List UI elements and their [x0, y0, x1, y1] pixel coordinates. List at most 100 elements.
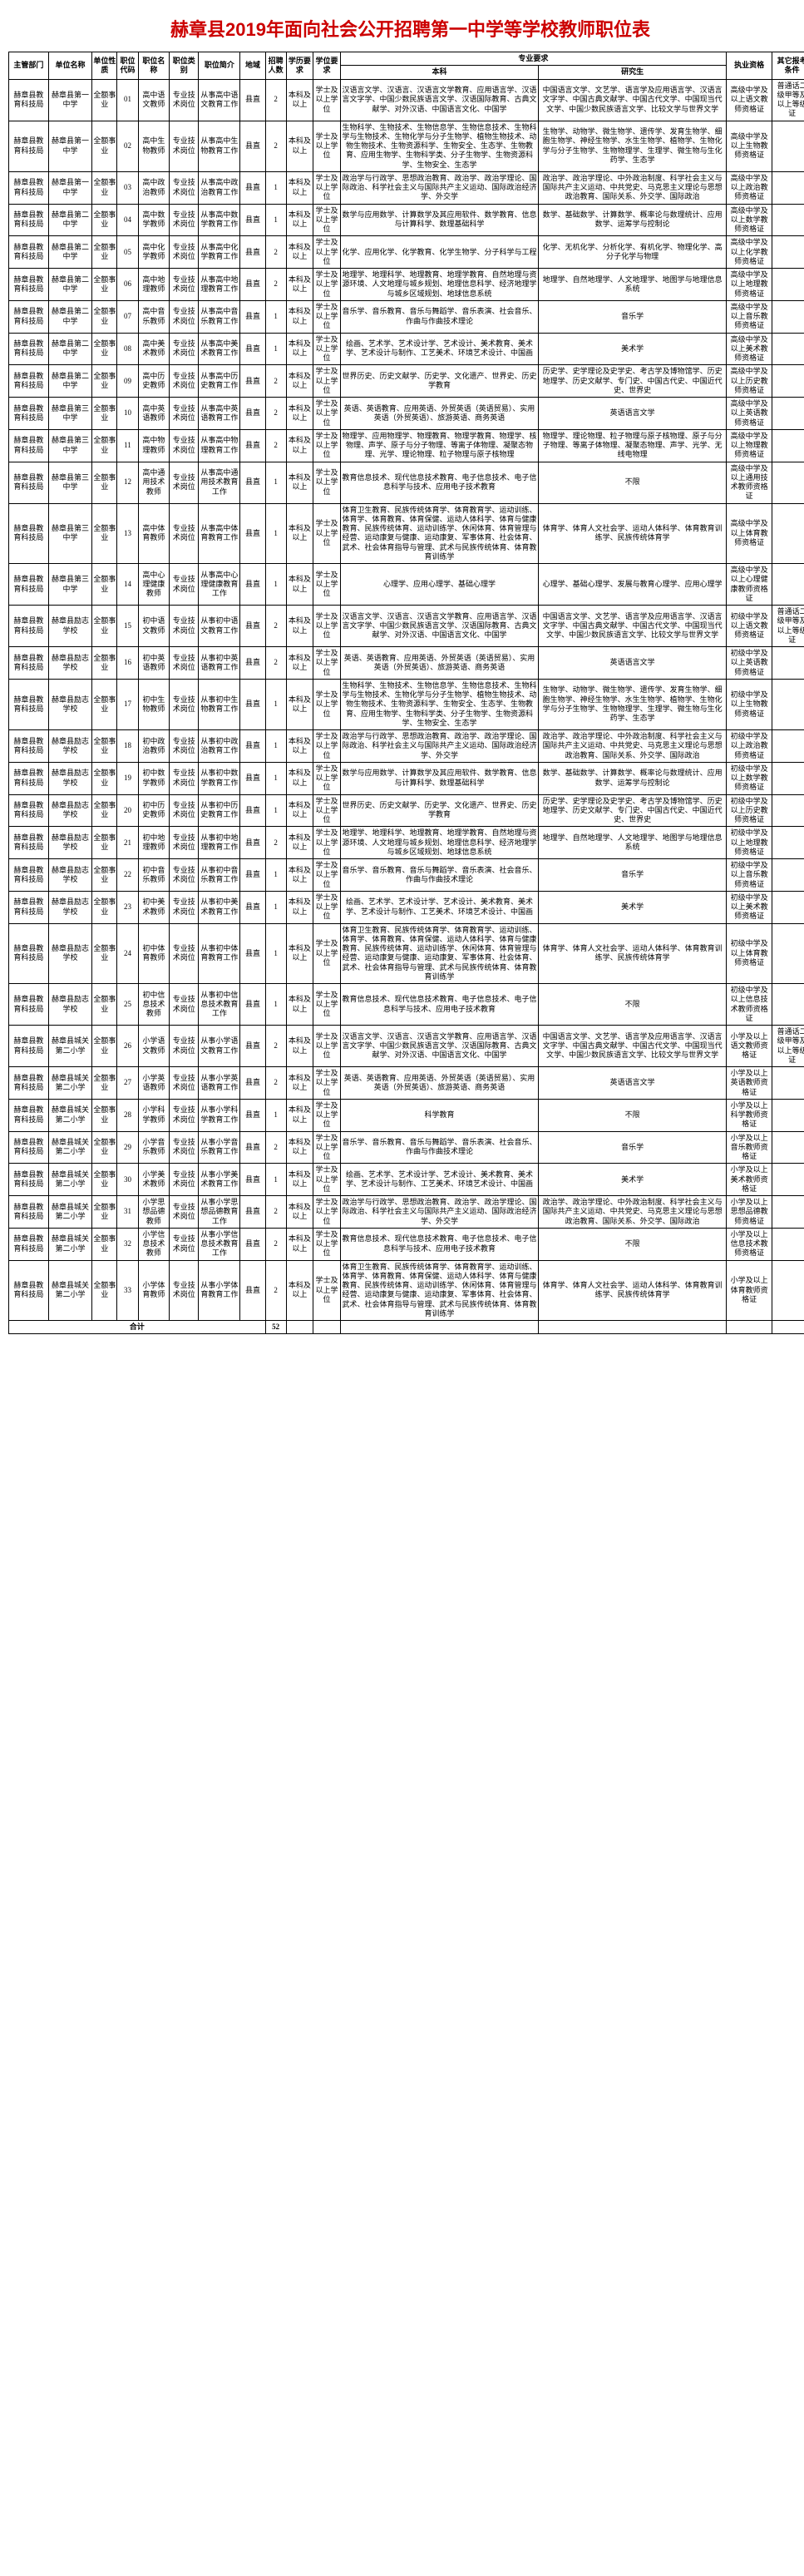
cell-unit: 赫章县励志学校	[48, 730, 92, 763]
table-row: 赫章县教育科技局赫章县城关第二小学全额事业27小学英语教师专业技术岗位从事小学英…	[9, 1067, 804, 1100]
cell-other	[772, 564, 804, 606]
cell-cert: 小学及以上信息技术教师资格证	[727, 1228, 772, 1260]
cell-num: 2	[265, 269, 286, 301]
cell-unit: 赫章县第三中学	[48, 429, 92, 462]
cell-deg: 学士及以上学位	[313, 236, 341, 269]
cell-unit: 赫章县第二中学	[48, 236, 92, 269]
cell-intro: 从事小学体育教育工作	[199, 1260, 240, 1321]
cell-yj: 英语语言文学	[539, 398, 727, 430]
cell-bk: 英语、英语教育、应用英语、外贸英语（英语贸易）、实用英语（外贸英语）、旅游英语、…	[340, 398, 538, 430]
cell-pos: 小学美术教师	[138, 1164, 170, 1196]
cell-code: 31	[117, 1196, 138, 1229]
cell-area: 县直	[240, 121, 265, 171]
cell-cert: 小学及以上美术教师资格证	[727, 1164, 772, 1196]
cell-intro: 从事高中英语教育工作	[199, 398, 240, 430]
cell-unit: 赫章县城关第二小学	[48, 1164, 92, 1196]
cell-nature: 全额事业	[92, 679, 117, 729]
cell-code: 23	[117, 891, 138, 923]
cell-num: 1	[265, 891, 286, 923]
cell-edu: 本科及以上	[286, 679, 313, 729]
cell-bk: 英语、英语教育、应用英语、外贸英语（英语贸易）、实用英语（外贸英语）、旅游英语、…	[340, 647, 538, 680]
th-code: 职位代码	[117, 52, 138, 80]
cell-nature: 全额事业	[92, 1131, 117, 1164]
cell-yj: 历史学、史学理论及史学史、考古学及博物馆学、历史地理学、历史文献学、专门史、中国…	[539, 794, 727, 827]
cell-code: 12	[117, 462, 138, 503]
table-row: 赫章县教育科技局赫章县第一中学全额事业02高中生物教师专业技术岗位从事高中生物教…	[9, 121, 804, 171]
cell-yj: 中国语言文学、文艺学、语言学及应用语言学、汉语言文字学、中国古典文献学、中国古代…	[539, 79, 727, 121]
cell-unit: 赫章县励志学校	[48, 647, 92, 680]
cell-pos: 初中语文教师	[138, 606, 170, 647]
cell-area: 县直	[240, 365, 265, 398]
cell-bk: 生物科学、生物技术、生物信息学、生物信息技术、生物科学与生物技术、生物化学与分子…	[340, 679, 538, 729]
cell-unit: 赫章县励志学校	[48, 923, 92, 984]
cell-pos: 高中英语教师	[138, 398, 170, 430]
cell-num: 2	[265, 365, 286, 398]
cell-dept: 赫章县教育科技局	[9, 1260, 49, 1321]
cell-yj: 体育学、体育人文社会学、运动人体科学、体育教育训练学、民族传统体育学	[539, 1260, 727, 1321]
table-header: 主管部门 单位名称 单位性质 职位代码 职位名称 职位类别 职位简介 地域 招聘…	[9, 52, 804, 80]
cell-yj: 音乐学	[539, 859, 727, 892]
cell-area: 县直	[240, 300, 265, 333]
cell-intro: 从事初中美术教育工作	[199, 891, 240, 923]
cell-code: 16	[117, 647, 138, 680]
cell-cert: 小学及以上语文教师资格证	[727, 1026, 772, 1067]
cell-dept: 赫章县教育科技局	[9, 503, 49, 564]
cell-deg: 学士及以上学位	[313, 1067, 341, 1100]
cell-nature: 全额事业	[92, 365, 117, 398]
cell-nature: 全额事业	[92, 564, 117, 606]
cell-pos: 初中音乐教师	[138, 859, 170, 892]
table-row: 赫章县教育科技局赫章县励志学校全额事业21初中地理教师专业技术岗位从事初中地理教…	[9, 827, 804, 859]
th-unit: 单位名称	[48, 52, 92, 80]
table-row: 赫章县教育科技局赫章县城关第二小学全额事业30小学美术教师专业技术岗位从事小学美…	[9, 1164, 804, 1196]
cell-dept: 赫章县教育科技局	[9, 300, 49, 333]
cell-nature: 全额事业	[92, 171, 117, 204]
cell-deg: 学士及以上学位	[313, 984, 341, 1026]
cell-other	[772, 859, 804, 892]
cell-code: 15	[117, 606, 138, 647]
total-empty	[340, 1321, 538, 1334]
cell-deg: 学士及以上学位	[313, 429, 341, 462]
cell-edu: 本科及以上	[286, 171, 313, 204]
cell-unit: 赫章县励志学校	[48, 859, 92, 892]
cell-code: 04	[117, 204, 138, 236]
cell-code: 06	[117, 269, 138, 301]
cell-nature: 全额事业	[92, 1164, 117, 1196]
th-bk: 本科	[340, 66, 538, 79]
th-area: 地域	[240, 52, 265, 80]
cell-dept: 赫章县教育科技局	[9, 730, 49, 763]
cell-intro: 从事初中音乐教育工作	[199, 859, 240, 892]
cell-cat: 专业技术岗位	[170, 923, 199, 984]
cell-cert: 高级中学及以上化学教师资格证	[727, 236, 772, 269]
cell-pos: 高中生物教师	[138, 121, 170, 171]
cell-code: 19	[117, 762, 138, 794]
cell-cert: 初级中学及以上政治教师资格证	[727, 730, 772, 763]
cell-pos: 高中语文教师	[138, 79, 170, 121]
cell-yj: 政治学、政治学理论、中外政治制度、科学社会主义与国际共产主义运动、中共党史、马克…	[539, 730, 727, 763]
cell-deg: 学士及以上学位	[313, 606, 341, 647]
cell-dept: 赫章县教育科技局	[9, 923, 49, 984]
cell-bk: 生物科学、生物技术、生物信息学、生物信息技术、生物科学与生物技术、生物化学与分子…	[340, 121, 538, 171]
cell-nature: 全额事业	[92, 429, 117, 462]
cell-nature: 全额事业	[92, 236, 117, 269]
cell-intro: 从事高中历史教育工作	[199, 365, 240, 398]
cell-unit: 赫章县城关第二小学	[48, 1067, 92, 1100]
cell-bk: 音乐学、音乐教育、音乐与舞蹈学、音乐表演、社会音乐、作曲与作曲技术理论	[340, 1131, 538, 1164]
cell-bk: 政治学与行政学、思想政治教育、政治学、政治学理论、国际政治、科学社会主义与国际共…	[340, 730, 538, 763]
cell-intro: 从事小学语文教育工作	[199, 1026, 240, 1067]
cell-intro: 从事高中数学教育工作	[199, 204, 240, 236]
cell-code: 13	[117, 503, 138, 564]
cell-area: 县直	[240, 462, 265, 503]
cell-deg: 学士及以上学位	[313, 794, 341, 827]
cell-yj: 数学、基础数学、计算数学、概率论与数理统计、应用数学、运筹学与控制论	[539, 762, 727, 794]
th-intro: 职位简介	[199, 52, 240, 80]
cell-num: 2	[265, 647, 286, 680]
cell-pos: 高中政治教师	[138, 171, 170, 204]
th-dept: 主管部门	[9, 52, 49, 80]
table-body: 赫章县教育科技局赫章县第一中学全额事业01高中语文教师专业技术岗位从事高中语文教…	[9, 79, 804, 1334]
cell-nature: 全额事业	[92, 984, 117, 1026]
cell-other	[772, 462, 804, 503]
cell-edu: 本科及以上	[286, 1164, 313, 1196]
cell-pos: 小学英语教师	[138, 1067, 170, 1100]
cell-edu: 本科及以上	[286, 984, 313, 1026]
cell-yj: 生物学、动物学、微生物学、遗传学、发育生物学、细胞生物学、神经生物学、水生生物学…	[539, 679, 727, 729]
